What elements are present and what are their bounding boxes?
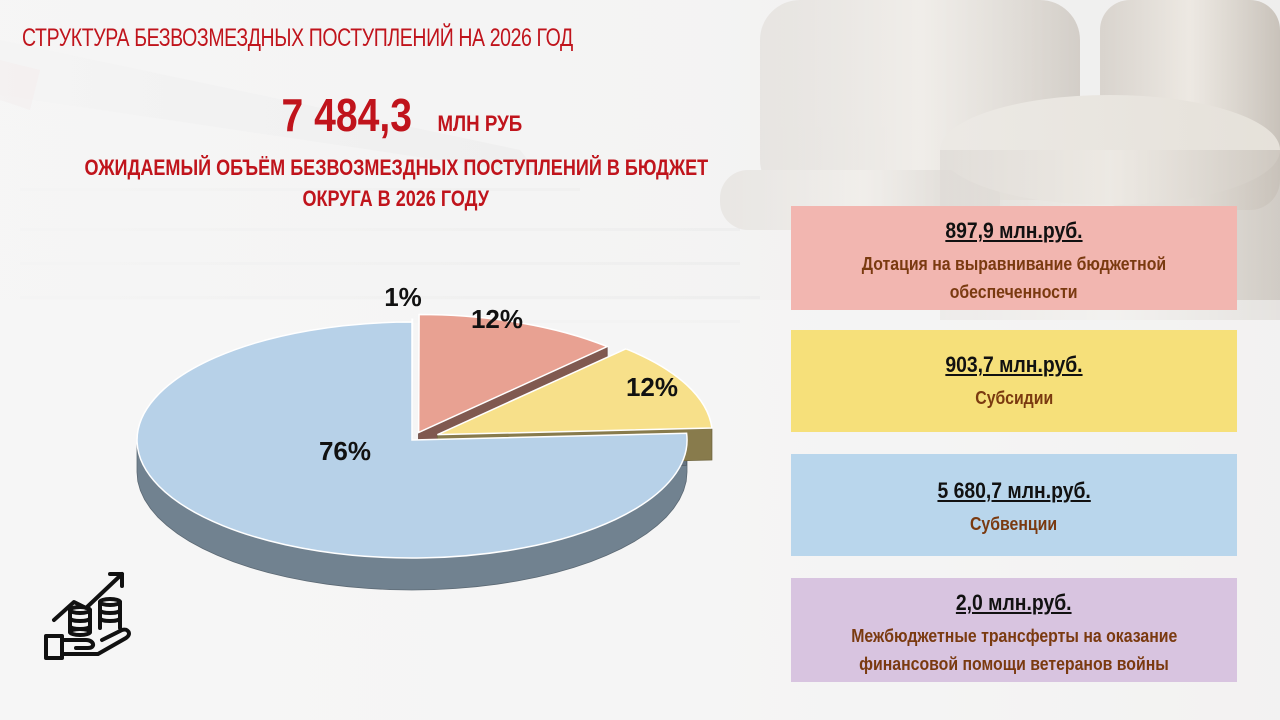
card-description: Дотация на выравнивание бюджетной обеспе…	[791, 250, 1237, 306]
card-description: Субвенции	[791, 510, 1237, 538]
card-subventions: 5 680,7 млн.руб. Субвенции	[791, 454, 1237, 556]
card-description-line-1: Межбюджетные трансферты на оказание	[850, 626, 1178, 646]
card-description-line-1: Субсидии	[975, 388, 1053, 408]
pie-slice-2	[437, 347, 713, 436]
pie-label-3: 76%	[319, 436, 371, 466]
card-amount: 897,9 млн.руб.	[945, 218, 1083, 243]
card-amount: 903,7 млн.руб.	[945, 352, 1083, 377]
subtitle-line-1: ОЖИДАЕМЫЙ ОБЪЁМ БЕЗВОЗМЕЗДНЫХ ПОСТУПЛЕНИ…	[84, 155, 708, 180]
pie-label-1: 12%	[471, 304, 523, 334]
card-description-line-1: Субвенции	[970, 514, 1058, 534]
card-dotation: 897,9 млн.руб. Дотация на выравнивание б…	[791, 206, 1237, 310]
total-amount: 7 484,3 МЛН РУБ	[0, 88, 800, 142]
subtitle: ОЖИДАЕМЫЙ ОБЪЁМ БЕЗВОЗМЕЗДНЫХ ПОСТУПЛЕНИ…	[0, 152, 792, 214]
card-amount: 2,0 млн.руб.	[956, 590, 1072, 615]
pie-slice-1	[417, 313, 610, 434]
total-unit: МЛН РУБ	[437, 111, 523, 136]
pie-label-2: 12%	[626, 372, 678, 402]
page-title: СТРУКТУРА БЕЗВОЗМЕЗДНЫХ ПОСТУПЛЕНИЙ НА 2…	[22, 24, 573, 52]
growth-coins-icon	[44, 572, 131, 660]
card-description: Межбюджетные трансферты на оказание фина…	[791, 622, 1237, 678]
card-subsidies: 903,7 млн.руб. Субсидии	[791, 330, 1237, 432]
pie-label-0: 1%	[384, 282, 422, 312]
pie-slice-3	[136, 321, 688, 559]
subtitle-line-2: ОКРУГА В 2026 ГОДУ	[302, 186, 490, 211]
card-description-line-2: обеспеченности	[950, 282, 1078, 302]
card-description-line-1: Дотация на выравнивание бюджетной	[861, 254, 1167, 274]
card-description-line-2: финансовой помощи ветеранов войны	[859, 654, 1169, 674]
card-description: Субсидии	[791, 384, 1237, 412]
card-amount: 5 680,7 млн.руб.	[937, 478, 1091, 503]
card-transfers: 2,0 млн.руб. Межбюджетные трансферты на …	[791, 578, 1237, 682]
total-value: 7 484,3	[281, 89, 413, 141]
